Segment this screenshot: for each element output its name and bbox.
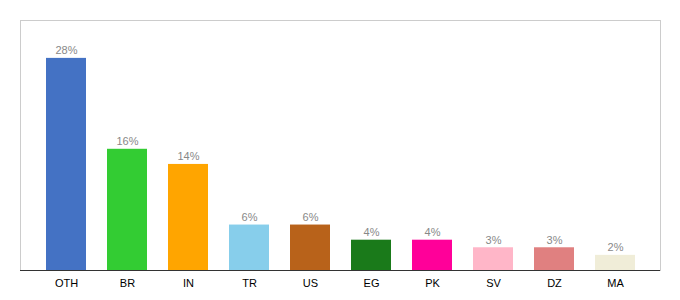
svg-text:TR: TR bbox=[242, 277, 257, 289]
svg-text:MA: MA bbox=[607, 277, 624, 289]
svg-text:4%: 4% bbox=[425, 226, 441, 238]
svg-text:BR: BR bbox=[120, 277, 135, 289]
svg-text:14%: 14% bbox=[177, 150, 199, 162]
svg-text:16%: 16% bbox=[116, 135, 138, 147]
svg-text:SV: SV bbox=[486, 277, 501, 289]
svg-text:PK: PK bbox=[425, 277, 440, 289]
svg-text:OTH: OTH bbox=[55, 277, 78, 289]
svg-text:28%: 28% bbox=[55, 44, 77, 56]
svg-text:4%: 4% bbox=[364, 226, 380, 238]
svg-text:EG: EG bbox=[364, 277, 380, 289]
svg-text:DZ: DZ bbox=[547, 277, 562, 289]
svg-text:6%: 6% bbox=[303, 211, 319, 223]
svg-text:3%: 3% bbox=[547, 234, 563, 246]
svg-text:IN: IN bbox=[183, 277, 194, 289]
svg-text:US: US bbox=[303, 277, 318, 289]
svg-text:6%: 6% bbox=[242, 211, 258, 223]
svg-text:2%: 2% bbox=[608, 241, 624, 253]
svg-text:3%: 3% bbox=[486, 234, 502, 246]
